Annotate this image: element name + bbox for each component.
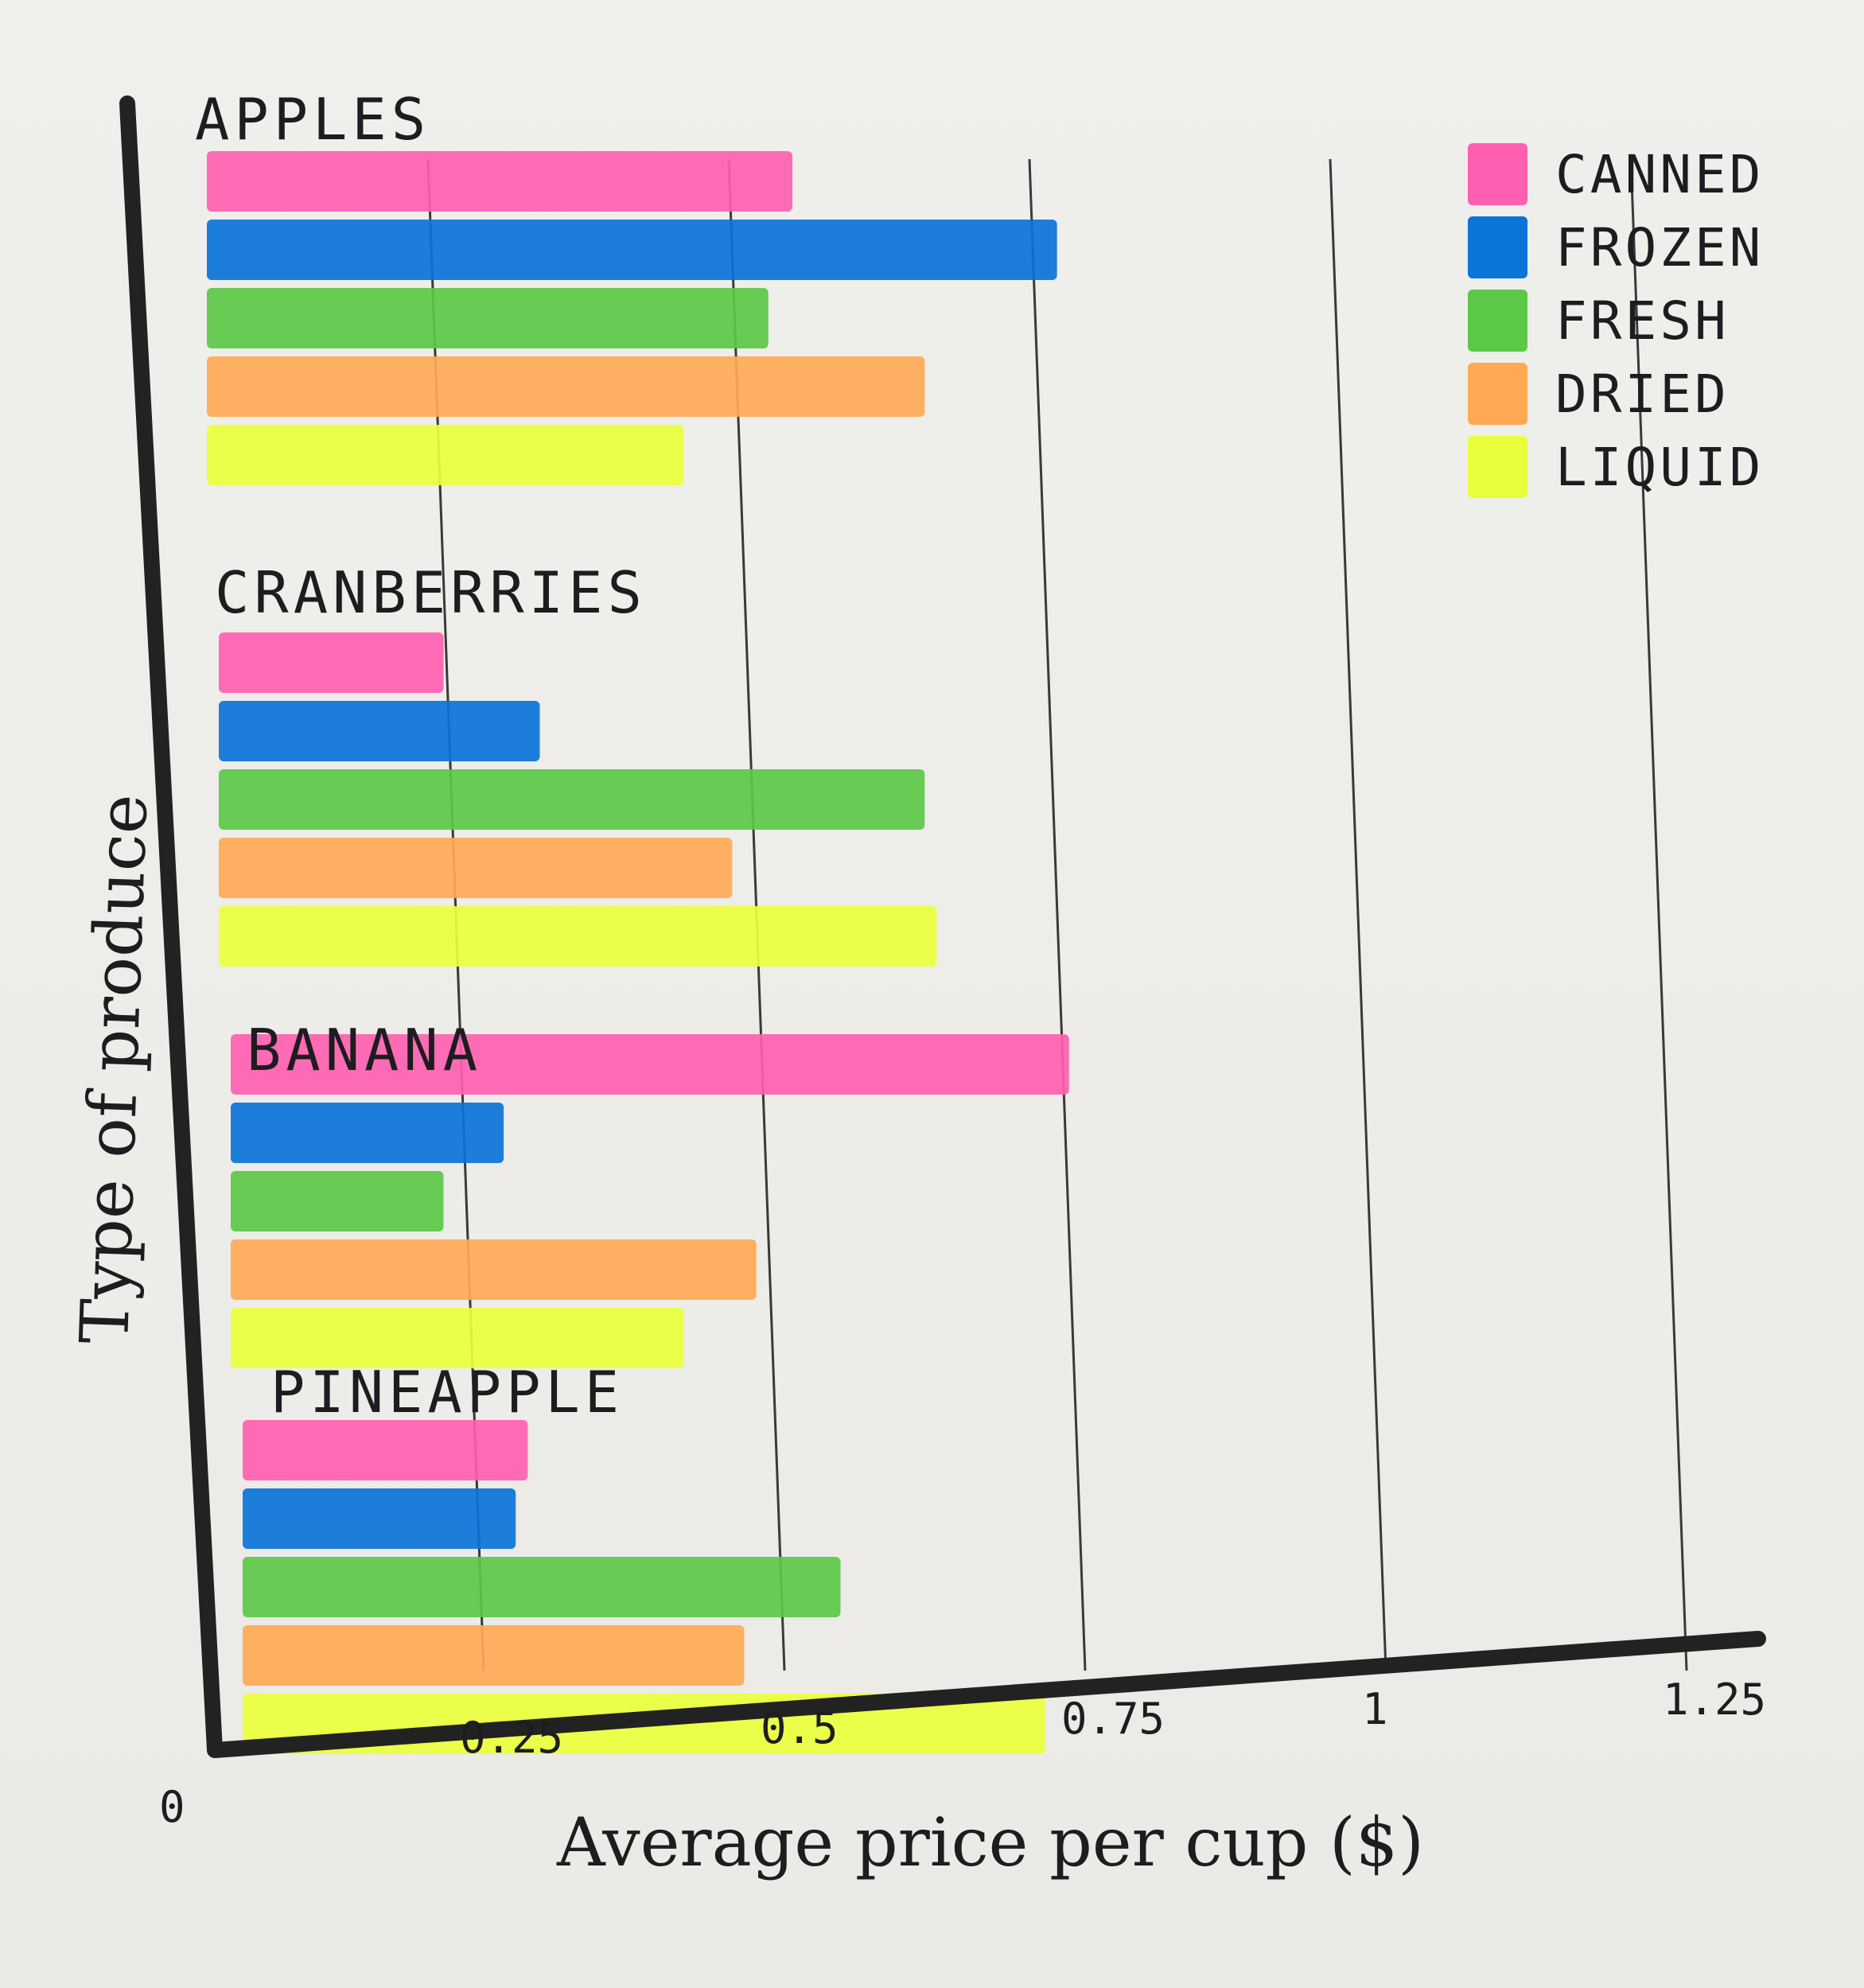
x-tick-label: 0 [159,1782,185,1832]
legend-label: CANNED [1555,144,1764,205]
x-axis-line [207,1631,1766,1758]
category-label: APPLES [195,86,430,153]
bar [243,1557,841,1617]
x-tick-label: 0.25 [460,1713,563,1763]
x-tick-label: 1 [1362,1684,1388,1734]
category-label: BANANA [247,1017,482,1083]
legend-swatch [1468,290,1527,352]
legend-label: FRESH [1555,290,1730,352]
bar [219,906,937,967]
gridline [1629,158,1688,1671]
bar [207,425,684,485]
legend-swatch [1468,363,1527,425]
gridline [1329,158,1387,1671]
bar [231,1239,757,1300]
category-labels: APPLES CRANBERRIES BANANA PINEAPPLE [195,86,647,1426]
legend-label: LIQUID [1555,437,1764,498]
y-axis-line [119,95,223,1758]
category-label: PINEAPPLE [270,1359,624,1426]
gridline [1028,158,1087,1671]
x-tick-label: 1.25 [1663,1675,1766,1725]
category-label: CRANBERRIES [215,559,647,626]
bar [219,838,733,898]
x-tick-label: 0.5 [761,1703,839,1753]
y-axis-label: Type of produce [65,793,162,1345]
bar [231,1103,504,1163]
bars [207,151,1069,1754]
bar [219,701,540,761]
x-tick-labels: 0 0.25 0.5 0.75 1 1.25 [159,1675,1766,1832]
legend-label: FROZEN [1555,217,1764,278]
legend: CANNED FROZEN FRESH DRIED LIQUID [1468,143,1764,498]
bar [231,1308,684,1368]
x-tick-label: 0.75 [1061,1694,1165,1744]
axes [119,95,1766,1758]
bar [207,151,792,212]
bar [207,288,769,348]
legend-label: DRIED [1555,364,1730,425]
bar [219,632,444,693]
bar [219,769,925,830]
bar [207,356,925,417]
bar [207,220,1057,280]
bar [243,1625,745,1686]
bar [243,1488,516,1549]
legend-swatch [1468,143,1527,205]
bar [231,1034,1069,1095]
legend-swatch [1468,436,1527,498]
x-axis-label: Average price per cup ($) [556,1803,1424,1881]
bar [231,1171,444,1231]
bar [243,1420,528,1480]
legend-swatch [1468,216,1527,278]
